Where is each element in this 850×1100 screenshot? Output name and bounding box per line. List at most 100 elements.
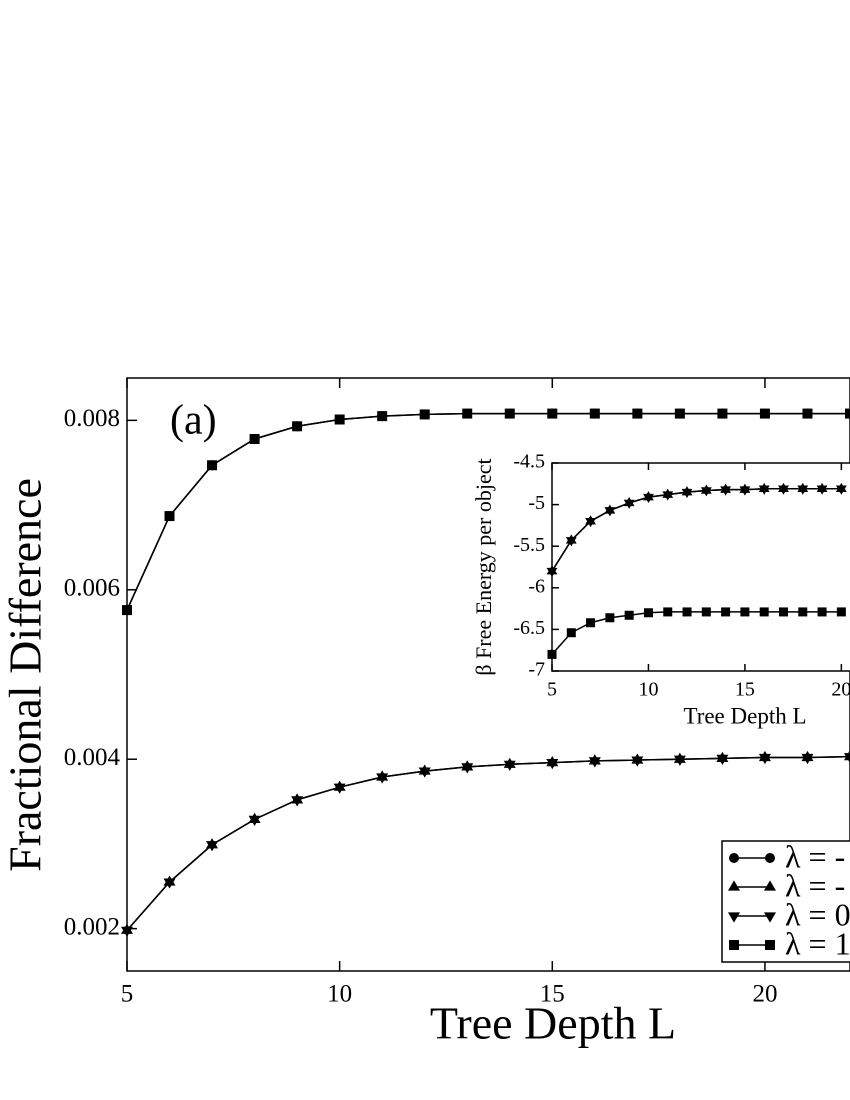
annotation: (a) [170, 398, 217, 444]
marker-triangle-down [376, 773, 389, 784]
marker-triangle-down [758, 485, 770, 495]
legend-label: λ = - [785, 867, 845, 903]
marker-square [292, 421, 303, 432]
marker-triangle-down [631, 756, 644, 767]
marker-square [717, 408, 728, 419]
marker-square [207, 460, 218, 471]
marker-square [164, 511, 175, 522]
marker-square [589, 408, 600, 419]
y-tick-label: -4.5 [513, 451, 545, 473]
series-line [551, 488, 842, 572]
marker-triangle-down [546, 759, 559, 770]
x-tick-label: 20 [831, 679, 850, 701]
marker-triangle-down [673, 755, 686, 766]
marker-square [566, 628, 576, 638]
marker-square [721, 607, 731, 617]
y-tick-label: -6.5 [513, 617, 545, 639]
y-tick-label: -6 [528, 575, 545, 597]
x-tick-label: 10 [638, 679, 658, 701]
marker-square [462, 408, 473, 419]
x-tick-label: 15 [540, 981, 565, 1008]
series-group [121, 408, 850, 937]
marker-square [674, 408, 685, 419]
marker-triangle-down [585, 518, 596, 528]
marker-triangle-down [461, 763, 474, 774]
plot-frame [551, 462, 850, 672]
marker-triangle-down [716, 754, 729, 765]
x-tick-label: 15 [735, 679, 755, 701]
marker-square [624, 610, 634, 620]
marker-square [701, 607, 711, 617]
marker-square [632, 408, 643, 419]
marker-square [765, 940, 775, 950]
marker-triangle-down [418, 767, 431, 778]
marker-triangle-down [797, 485, 809, 495]
marker-square [334, 414, 345, 425]
legend-label: λ = - [785, 838, 845, 874]
y-tick-label: -5.5 [513, 534, 545, 556]
marker-triangle-down [728, 912, 740, 923]
marker-triangle-down [681, 488, 693, 499]
legend-box [721, 840, 850, 963]
marker-square [504, 408, 515, 419]
marker-square [419, 409, 430, 420]
marker-square [845, 408, 850, 419]
plot-frame [126, 377, 850, 972]
y-tick-label: 0.006 [64, 575, 120, 602]
marker-square [778, 607, 788, 617]
marker-square [377, 411, 388, 422]
series-line [126, 412, 850, 611]
marker-triangle-up [764, 880, 776, 891]
y-tick-label: 0.002 [64, 913, 120, 940]
inset-background [552, 463, 850, 671]
marker-triangle-down [739, 486, 751, 496]
marker-circle [729, 853, 739, 863]
marker-circle [765, 853, 775, 863]
inset-x-axis-label: Tree Depth L [683, 703, 806, 728]
marker-triangle-down [758, 753, 771, 765]
series-line [551, 611, 842, 655]
x-tick-label: 20 [752, 981, 777, 1008]
marker-square [759, 408, 770, 419]
marker-square [817, 607, 827, 617]
marker-triangle-down [248, 815, 261, 826]
marker-triangle-down [835, 485, 847, 495]
marker-square [643, 608, 653, 618]
y-tick-label: 0.004 [64, 744, 121, 771]
marker-square [740, 607, 750, 617]
y-tick-label: -7 [528, 659, 545, 681]
marker-square [663, 607, 673, 617]
marker-triangle-down [816, 485, 828, 495]
marker-triangle-down [291, 796, 304, 807]
marker-triangle-down [565, 537, 577, 547]
marker-square [836, 607, 846, 617]
series-line [126, 755, 850, 931]
marker-square [798, 607, 808, 617]
inset-y-axis-label: β Free Energy per object [471, 458, 496, 675]
y-tick-label: -5 [528, 492, 545, 514]
marker-triangle-down [778, 485, 789, 495]
marker-square [729, 940, 739, 950]
x-tick-label: 5 [547, 679, 557, 701]
marker-triangle-down [604, 507, 616, 517]
marker-triangle-down [163, 878, 176, 889]
marker-triangle-down [764, 912, 776, 923]
marker-triangle-down [662, 491, 674, 501]
marker-triangle-down [720, 486, 732, 496]
series-group [546, 482, 847, 659]
marker-square [249, 433, 260, 444]
x-tick-label: 10 [327, 981, 352, 1008]
y-axis-label: Fractional Difference [0, 478, 51, 872]
marker-square [682, 607, 692, 617]
marker-triangle-down [623, 499, 635, 509]
marker-triangle-down [700, 487, 712, 497]
marker-square [802, 408, 813, 419]
x-axis-label: Tree Depth L [430, 998, 676, 1049]
y-tick-label: 0.008 [64, 405, 120, 432]
marker-triangle-down [333, 783, 346, 794]
legend-label: λ = 0 [785, 896, 850, 932]
marker-triangle-down [206, 841, 219, 852]
marker-square [759, 607, 769, 617]
